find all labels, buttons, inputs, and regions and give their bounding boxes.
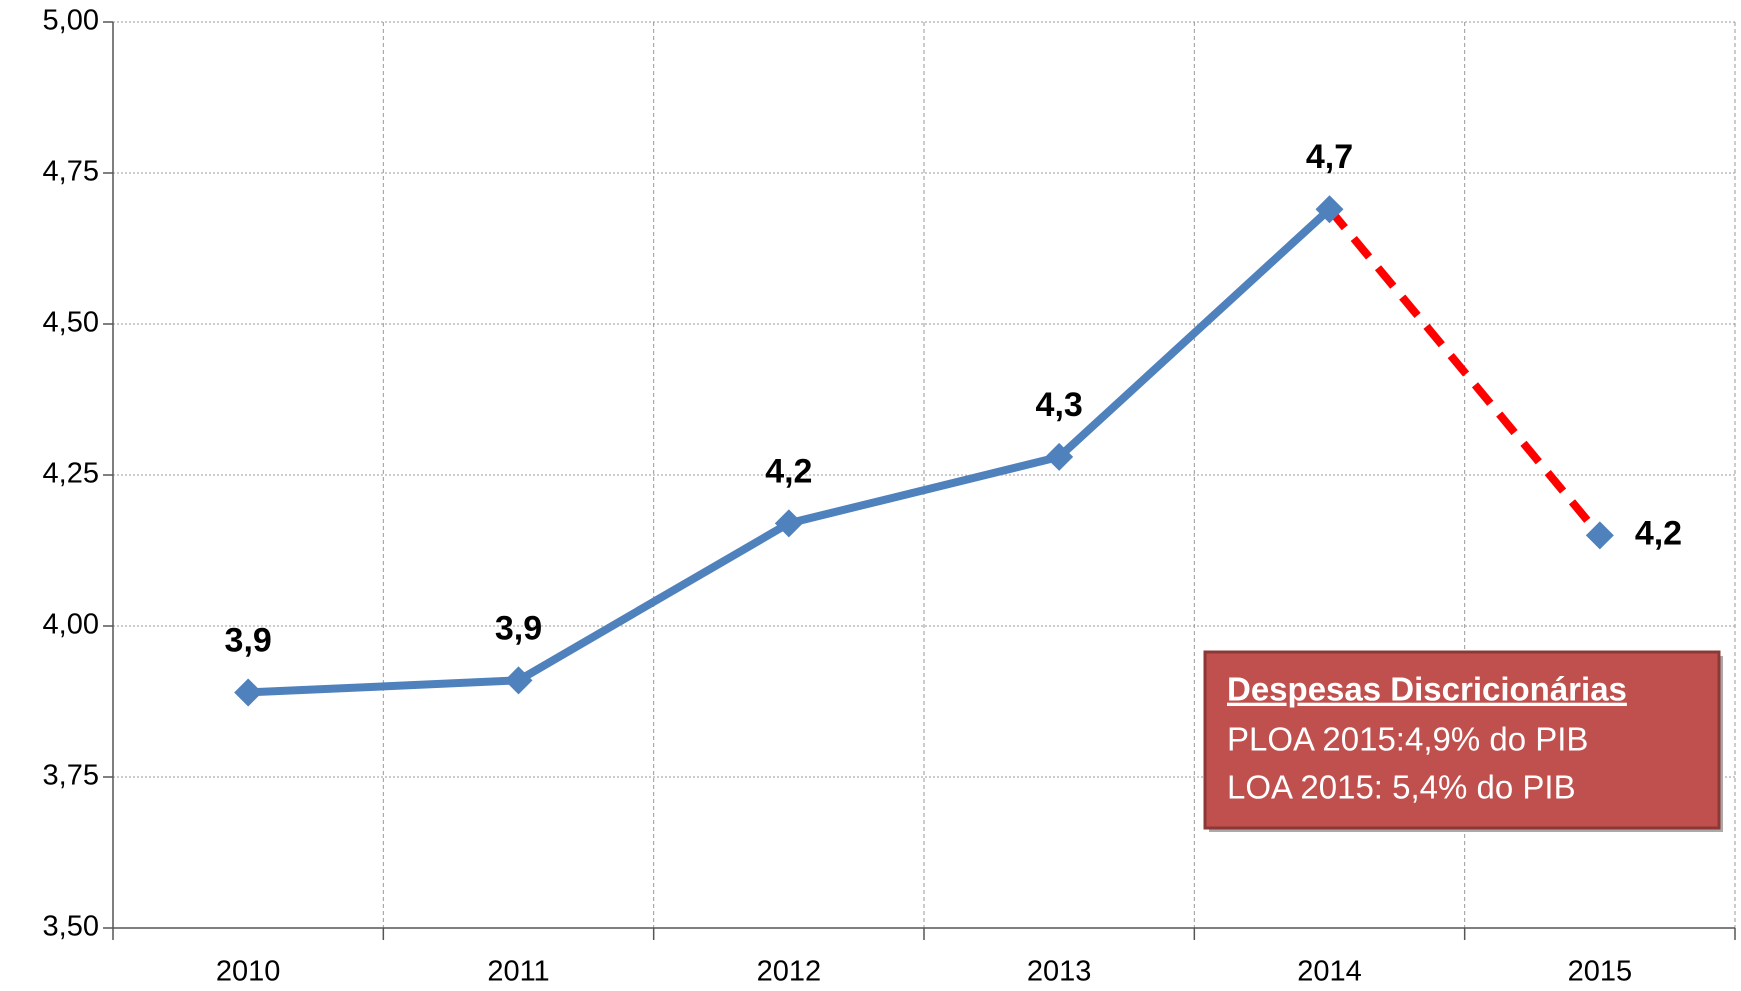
marker <box>504 666 533 695</box>
data-label: 4,7 <box>1306 138 1353 176</box>
line <box>247 206 1333 697</box>
annotation-line: LOA 2015: 5,4% do PIB <box>1227 769 1576 806</box>
annotation-title: Despesas Discricionárias <box>1227 671 1627 708</box>
data-label: 3,9 <box>225 621 272 659</box>
marker <box>774 509 803 538</box>
data-label: 4,3 <box>1036 386 1083 424</box>
marker <box>1585 521 1614 550</box>
x-tick-label: 2010 <box>216 956 281 988</box>
projection-line <box>1326 206 1603 538</box>
annotation-box <box>1203 650 1721 830</box>
marker <box>234 678 263 707</box>
y-tick-label: 5,00 <box>43 5 99 37</box>
marker <box>1315 195 1344 224</box>
data-label: 3,9 <box>495 609 542 647</box>
x-tick-label: 2013 <box>1027 956 1092 988</box>
data-label: 4,2 <box>1635 514 1682 552</box>
x-tick-label: 2015 <box>1568 956 1633 988</box>
y-tick-label: 4,25 <box>43 458 99 490</box>
marker <box>1045 442 1074 471</box>
y-tick-label: 3,75 <box>43 760 99 792</box>
x-tick-label: 2014 <box>1297 956 1362 988</box>
data-label: 4,2 <box>765 452 812 490</box>
y-tick-label: 3,50 <box>43 911 99 943</box>
y-tick-label: 4,75 <box>43 156 99 188</box>
annotation-line: PLOA 2015:4,9% do PIB <box>1227 721 1588 758</box>
y-tick-label: 4,00 <box>43 609 99 641</box>
y-tick-label: 4,50 <box>43 307 99 339</box>
x-tick-label: 2011 <box>487 956 549 988</box>
x-tick-label: 2012 <box>757 956 822 988</box>
